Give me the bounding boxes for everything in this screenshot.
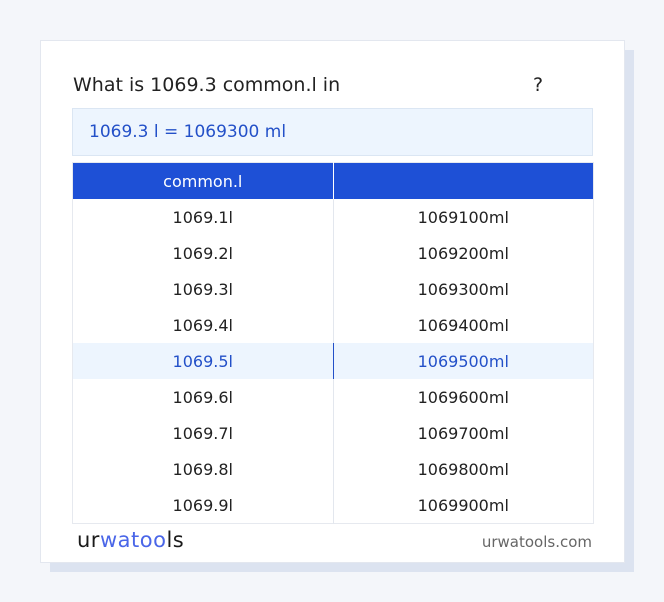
cell-ml: 1069100ml	[332, 199, 594, 235]
cell-ml: 1069800ml	[332, 451, 594, 487]
table-row: 1069.2l 1069200ml	[73, 235, 594, 271]
cell-ml: 1069600ml	[332, 379, 594, 415]
cell-ml: 1069500ml	[332, 343, 594, 379]
header-to	[332, 162, 594, 199]
question-title: What is 1069.3 common.l in	[73, 74, 341, 96]
converter-card: What is 1069.3 common.l in ? 1069.3 l = …	[40, 40, 625, 563]
cell-l: 1069.6l	[172, 387, 233, 407]
urwatools-logo: urwatools	[77, 528, 185, 552]
cell-ml: 1069200ml	[332, 235, 594, 271]
cell-ml: 1069700ml	[332, 415, 594, 451]
cell-ml: 1069300ml	[332, 271, 594, 307]
table-row: 1069.1l 1069100ml	[73, 199, 594, 235]
table-row: 1069.3l 1069300ml	[73, 271, 594, 307]
cell-l: 1069.5l	[72, 343, 333, 379]
result-box: 1069.3 l = 1069300 ml	[72, 108, 593, 156]
site-link[interactable]: urwatools.com	[481, 533, 592, 551]
cell-l: 1069.7l	[172, 423, 233, 443]
header-from: common.l	[72, 162, 333, 199]
cell-ml: 1069900ml	[332, 487, 594, 524]
table-header: common.l	[72, 162, 594, 199]
cell-l: 1069.8l	[172, 459, 233, 479]
table-row: 1069.4l 1069400ml	[73, 307, 594, 343]
table-row: 1069.8l 1069800ml	[73, 451, 594, 487]
table-row: 1069.9l 1069900ml	[73, 487, 594, 524]
question-mark: ?	[533, 74, 544, 96]
cell-ml: 1069400ml	[332, 307, 594, 343]
cell-l: 1069.9l	[172, 495, 233, 515]
table-row: 1069.6l 1069600ml	[73, 379, 594, 415]
conversion-table: common.l 1069.1l 1069100ml 1069.2l 1069200m…	[72, 162, 594, 524]
table-row: 1069.5l 1069500ml	[72, 343, 594, 379]
table-row: 1069.7l 1069700ml	[73, 415, 594, 451]
cell-l: 1069.2l	[172, 243, 233, 263]
cell-l: 1069.4l	[172, 315, 233, 335]
cell-l: 1069.3l	[172, 279, 233, 299]
cell-l: 1069.1l	[172, 207, 233, 227]
